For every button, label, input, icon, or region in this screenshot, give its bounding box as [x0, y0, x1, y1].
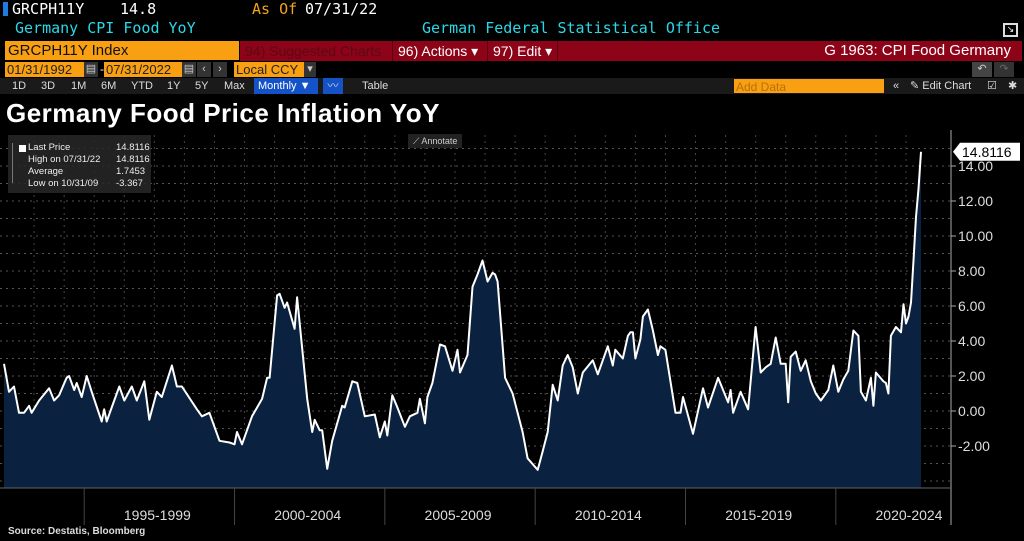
x-tick-label: 2015-2019 — [725, 507, 792, 523]
as-of-label: As Of — [252, 0, 298, 18]
ticker: GRCPH11Y — [12, 0, 85, 18]
period-max[interactable]: Max — [224, 80, 245, 92]
redo-icon[interactable]: ↷ — [994, 62, 1014, 77]
period-ytd[interactable]: YTD — [131, 80, 153, 92]
end-date-field[interactable]: 07/31/2022 — [104, 62, 182, 77]
series-line — [3, 151, 922, 471]
gear-icon[interactable]: ✱ — [1008, 80, 1018, 92]
legend-value: 1.7453 — [116, 166, 146, 177]
source-org: German Federal Statistical Office — [422, 19, 721, 37]
red-toolbar: 94) Suggested Charts 96) Actions ▾ 97) E… — [240, 41, 1022, 61]
edit-menu[interactable]: 97) Edit ▾ — [488, 41, 558, 61]
chevron-down-icon[interactable]: ▾ — [304, 62, 316, 77]
series-area — [4, 151, 921, 489]
as-of-date: 07/31/22 — [305, 0, 378, 18]
chart-title: Germany Food Price Inflation YoY — [6, 98, 441, 128]
y-tick-label: 2.00 — [958, 368, 985, 384]
legend-swatch — [19, 145, 26, 152]
y-tick-label: 0.00 — [958, 403, 985, 419]
collapse-icon[interactable]: « — [893, 80, 900, 92]
undo-icon[interactable]: ↶ — [972, 62, 992, 77]
legend-label: Average — [28, 166, 64, 177]
line-chart-icon[interactable]: 〰 — [323, 78, 343, 94]
start-date-field[interactable]: 01/31/1992 — [5, 62, 84, 77]
annotate-label: Annotate — [421, 136, 458, 146]
security-marker — [3, 2, 8, 16]
period-5y[interactable]: 5Y — [195, 80, 209, 92]
y-tick-label: 6.00 — [958, 298, 985, 314]
period-bar: 1D 3D 1M 6M YTD 1Y 5Y Max Monthly ▼ 〰 Ta… — [0, 78, 1024, 94]
pencil-icon: ⟋ — [413, 136, 422, 146]
y-tick-label: 14.00 — [958, 158, 993, 174]
description: Germany CPI Food YoY — [15, 19, 196, 37]
x-tick-label: 2000-2004 — [274, 507, 341, 523]
pencil-icon: ✎ — [910, 80, 923, 92]
last-value: 14.8 — [120, 0, 157, 18]
legend: Last Price 14.8116 High on 07/31/22 14.8… — [8, 135, 151, 193]
legend-tree-line — [12, 143, 22, 183]
y-tick-label: 10.00 — [958, 228, 993, 244]
legend-label: Last Price — [28, 142, 71, 153]
last-value-box — [953, 142, 1020, 161]
y-tick-label: 12.00 — [958, 193, 993, 209]
period-6m[interactable]: 6M — [101, 80, 117, 92]
popout-icon[interactable]: ↘ — [1003, 23, 1018, 37]
currency-select[interactable]: Local CCY — [234, 62, 304, 77]
graph-id: G 1963: CPI Food Germany — [824, 42, 1011, 59]
legend-label: High on 07/31/22 — [28, 154, 101, 165]
period-1y[interactable]: 1Y — [167, 80, 181, 92]
chart-area[interactable]: -2.00 0.00 2.00 4.00 6.00 8.00 10.00 12.00 14.00… — [0, 130, 1024, 525]
legend-value: 14.8116 — [116, 142, 150, 153]
period-3d[interactable]: 3D — [41, 80, 56, 92]
last-value-label: 14.8116 — [962, 144, 1012, 160]
legend-value: 14.8116 — [116, 154, 150, 165]
next-arrow-icon[interactable]: › — [213, 62, 227, 77]
checklist-icon[interactable]: ☑ — [987, 80, 997, 92]
edit-chart-label: Edit Chart — [922, 80, 972, 92]
legend-value: -3.367 — [116, 178, 143, 189]
source-note: Source: Destatis, Bloomberg — [8, 526, 146, 537]
y-tick-label: 8.00 — [958, 263, 985, 279]
frequency-select[interactable]: Monthly ▼ — [254, 78, 318, 94]
period-1m[interactable]: 1M — [71, 80, 87, 92]
x-tick-label: 2005-2009 — [425, 507, 492, 523]
table-button[interactable]: Table — [362, 80, 389, 92]
legend-label: Low on 10/31/09 — [28, 178, 99, 189]
x-tick-label: 1995-1999 — [124, 507, 191, 523]
actions-menu[interactable]: 96) Actions ▾ — [393, 41, 488, 61]
add-data-input[interactable]: Add Data — [734, 79, 884, 94]
y-tick-label: 4.00 — [958, 333, 985, 349]
period-1d[interactable]: 1D — [12, 80, 27, 92]
date-separator: - — [100, 62, 104, 76]
x-tick-label: 2010-2014 — [575, 507, 642, 523]
prev-arrow-icon[interactable]: ‹ — [197, 62, 211, 77]
x-tick-label: 2020-2024 — [876, 507, 943, 523]
y-tick-label: -2.00 — [958, 438, 990, 454]
annotate-button[interactable]: ⟋ Annotate — [408, 134, 463, 148]
edit-chart-button[interactable]: ✎ Edit Chart — [910, 78, 971, 94]
calendar-icon[interactable]: ▤ — [182, 62, 196, 77]
security-field[interactable]: GRCPH11Y Index — [5, 41, 239, 60]
suggested-charts-button[interactable]: 94) Suggested Charts — [240, 41, 393, 61]
calendar-icon[interactable]: ▤ — [84, 62, 98, 77]
